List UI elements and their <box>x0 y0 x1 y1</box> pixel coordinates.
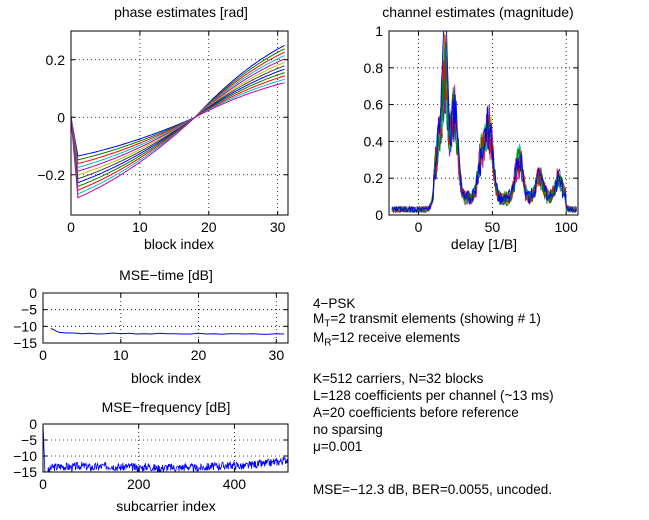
channel-y-tick-label: 0.8 <box>364 60 384 76</box>
phase-x-tick-label: 30 <box>270 219 286 235</box>
mse-time-x-tick-label: 20 <box>191 347 207 363</box>
phase-series-line <box>70 48 285 161</box>
mse-time-grid <box>43 293 288 343</box>
mse-time-x-ticks: 0 10 20 30 <box>39 293 284 363</box>
mse-frequency-y-tick-label: −5 <box>21 432 37 448</box>
info-step-size: μ=0.001 <box>313 439 363 454</box>
info-mt-symbol: M <box>313 311 325 326</box>
mse-time-y-tick-label: 0 <box>29 285 37 301</box>
channel-series-line <box>391 34 577 214</box>
channel-grid <box>389 31 578 215</box>
mse-frequency-panel: MSE−frequency [dB] 0 200 400 0−5−10−15 sub… <box>13 399 289 514</box>
channel-x-tick-label: 100 <box>555 219 579 235</box>
channel-x-axis-label: delay [1/B] <box>451 236 517 252</box>
phase-axes-frame <box>70 30 289 216</box>
mse-frequency-y-tick-label: −15 <box>13 464 37 480</box>
phase-x-tick-label: 10 <box>132 219 148 235</box>
mse-time-line <box>50 327 285 335</box>
mse-time-y-tick-label: −10 <box>13 318 37 334</box>
channel-axes-frame <box>388 30 579 216</box>
mse-frequency-x-tick-label: 200 <box>127 476 151 492</box>
mse-frequency-y-tick-label: −10 <box>13 448 37 464</box>
mse-time-chart-title: MSE−time [dB] <box>119 267 213 283</box>
mse-frequency-y-tick-label: 0 <box>29 416 37 432</box>
channel-y-tick-label: 0.4 <box>364 133 384 149</box>
info-mr-symbol: M <box>313 330 325 345</box>
channel-series-group <box>391 30 577 214</box>
phase-y-tick-label: 0.2 <box>46 52 66 68</box>
phase-x-tick-label: 20 <box>201 219 217 235</box>
mse-frequency-x-tick-label: 400 <box>223 476 247 492</box>
mse-time-x-axis-label: block index <box>131 370 201 386</box>
phase-x-ticks: 0 10 20 30 <box>67 31 286 235</box>
mse-frequency-series-group <box>42 423 288 474</box>
mse-frequency-chart-title: MSE−frequency [dB] <box>102 399 231 415</box>
mse-frequency-x-tick-label: 0 <box>39 476 47 492</box>
phase-series-line <box>70 75 285 191</box>
mse-frequency-line <box>42 423 288 474</box>
info-mt-subscript: T <box>324 318 331 330</box>
mse-time-y-ticks: 0−5−10−15 <box>13 285 288 351</box>
mse-time-series-group <box>50 327 285 335</box>
phase-series-group <box>70 44 285 199</box>
phase-series-line <box>70 82 285 199</box>
info-summary: MSE=−12.3 dB, BER=0.0055, uncoded. <box>313 482 553 497</box>
channel-y-ticks: 0 0.2 0.4 0.6 0.8 1 <box>364 23 578 223</box>
info-transmit-elements: MT=2 transmit elements (showing # 1) <box>313 311 541 329</box>
channel-x-tick-label: 0 <box>415 219 423 235</box>
info-receive-elements: MR=12 receive elements <box>313 330 461 348</box>
info-mr-subscript: R <box>324 337 332 349</box>
phase-series-line <box>70 65 285 180</box>
mse-time-panel: MSE−time [dB] 0 10 20 30 0−5−10−15 block in… <box>13 267 289 386</box>
info-carriers-blocks: K=512 carriers, N=32 blocks <box>313 371 484 386</box>
phase-series-line <box>70 78 285 195</box>
channel-y-tick-label: 0.6 <box>364 97 384 113</box>
mse-time-x-tick-label: 30 <box>269 347 285 363</box>
channel-series-line <box>391 30 577 214</box>
info-mr-text: =12 receive elements <box>331 330 461 345</box>
channel-x-tick-label: 50 <box>485 219 501 235</box>
channel-x-ticks: 0 50 100 <box>415 31 578 235</box>
mse-time-x-tick-label: 10 <box>113 347 129 363</box>
info-mt-text: =2 transmit elements (showing # 1) <box>330 311 541 326</box>
phase-series-line <box>70 72 285 188</box>
phase-y-tick-label: −0.2 <box>37 167 65 183</box>
channel-y-tick-label: 0 <box>375 207 383 223</box>
mse-frequency-x-ticks: 0 200 400 <box>39 424 246 492</box>
phase-chart-title: phase estimates [rad] <box>114 4 248 20</box>
phase-x-tick-label: 0 <box>67 219 75 235</box>
info-modulation: 4−PSK <box>313 296 356 311</box>
mse-time-y-tick-label: −15 <box>13 335 37 351</box>
channel-y-tick-label: 1 <box>375 23 383 39</box>
channel-chart-title: channel estimates (magnitude) <box>382 4 573 20</box>
phase-series-line <box>70 44 285 157</box>
phase-series-line <box>70 61 285 176</box>
phase-series-line <box>70 68 285 184</box>
info-reference: A=20 coefficients before reference <box>313 405 519 420</box>
phase-series-line <box>70 51 285 165</box>
phase-series-line <box>70 55 285 169</box>
mse-time-axes-frame <box>42 292 289 344</box>
phase-y-tick-label: 0 <box>57 109 65 125</box>
phase-series-line <box>70 58 285 172</box>
phase-x-axis-label: block index <box>144 236 214 252</box>
mse-frequency-x-axis-label: subcarrier index <box>116 498 216 514</box>
phase-grid <box>71 31 288 215</box>
channel-series-line <box>391 34 577 214</box>
mse-time-y-tick-label: −5 <box>21 302 37 318</box>
channel-series-line <box>391 38 577 214</box>
info-sparsing: no sparsing <box>313 422 383 437</box>
channel-series-line <box>391 32 577 214</box>
info-coefficients: L=128 coefficients per channel (~13 ms) <box>313 388 554 403</box>
channel-series-line <box>391 42 577 214</box>
channel-y-tick-label: 0.2 <box>364 170 384 186</box>
mse-time-x-tick-label: 0 <box>39 347 47 363</box>
mse-frequency-axes-frame <box>42 423 289 473</box>
mse-frequency-y-ticks: 0−5−10−15 <box>13 416 288 480</box>
phase-y-ticks: −0.2 0 0.2 <box>37 52 288 183</box>
channel-estimates-panel: channel estimates (magnitude) 0 50 100 0 0.… <box>364 4 579 252</box>
phase-estimates-panel: phase estimates [rad] 0 10 20 30 −0.2 0 0.2 b… <box>37 4 289 252</box>
